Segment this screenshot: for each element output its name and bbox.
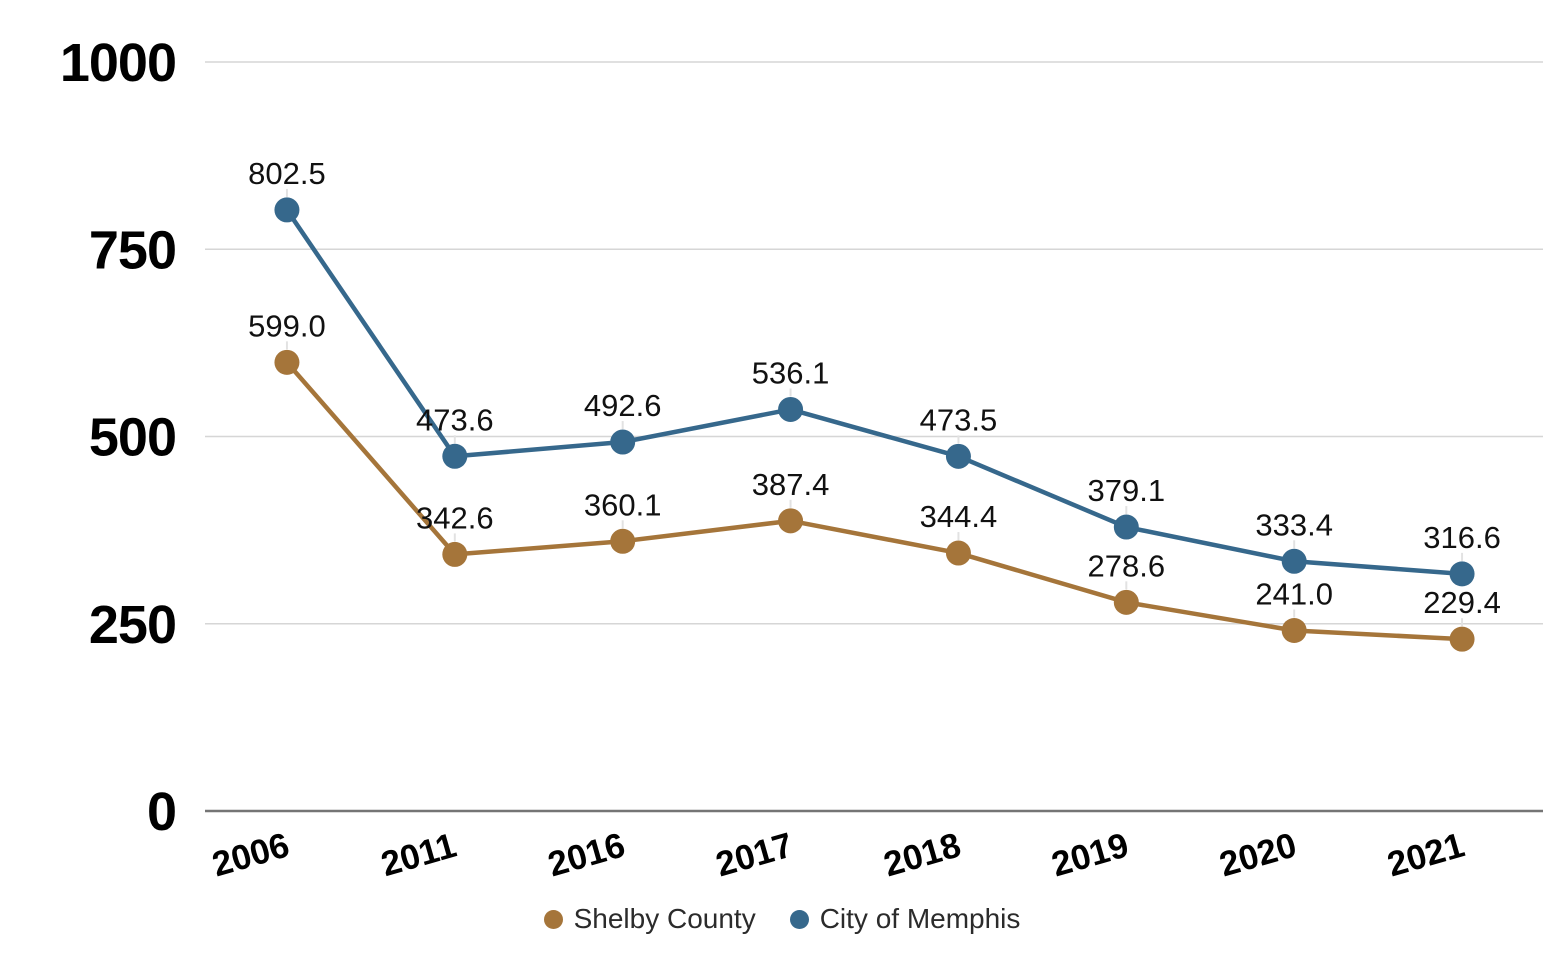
data-point-label: 599.0 <box>248 308 326 343</box>
data-point-marker <box>274 349 300 375</box>
shelby-county-legend-marker-icon <box>543 909 563 929</box>
y-axis-tick-label: 250 <box>89 595 176 655</box>
x-axis-tick-label: 2006 <box>208 825 294 884</box>
x-axis-tick-label: 2021 <box>1383 825 1469 884</box>
chart-legend: Shelby County City of Memphis <box>0 903 1564 935</box>
data-point-marker <box>442 443 468 469</box>
x-axis-tick-label: 2011 <box>377 826 461 884</box>
y-axis-tick-label: 750 <box>89 220 176 280</box>
data-point-label: 229.4 <box>1423 585 1501 620</box>
city-of-memphis-legend-marker-icon <box>789 909 809 929</box>
data-point-marker <box>945 443 971 469</box>
x-axis-tick-label: 2019 <box>1047 825 1133 884</box>
data-point-marker <box>1281 617 1307 643</box>
data-point-marker <box>1113 589 1139 615</box>
data-point-label: 316.6 <box>1423 520 1501 555</box>
data-point-label: 360.1 <box>584 487 662 522</box>
legend-item-shelby-county: Shelby County <box>543 903 756 935</box>
data-point-label: 387.4 <box>752 467 830 502</box>
data-point-label: 802.5 <box>248 156 326 191</box>
y-axis-tick-label: 500 <box>89 408 176 468</box>
data-point-label: 473.5 <box>920 402 998 437</box>
data-point-label: 536.1 <box>752 355 830 390</box>
data-point-marker <box>778 396 804 422</box>
y-axis-tick-label: 0 <box>147 782 176 842</box>
series-line-city-of-memphis <box>284 207 1465 577</box>
data-point-label: 342.6 <box>416 500 494 535</box>
x-axis-tick-label: 2017 <box>712 825 798 884</box>
series-line-shelby-county <box>284 360 1465 642</box>
data-point-marker <box>778 508 804 534</box>
data-point-label: 241.0 <box>1255 576 1333 611</box>
data-point-label: 379.1 <box>1088 473 1166 508</box>
data-point-marker <box>610 429 636 455</box>
x-axis-tick-label: 2020 <box>1215 825 1301 884</box>
data-point-marker <box>610 528 636 554</box>
legend-item-city-of-memphis: City of Memphis <box>789 903 1021 935</box>
data-point-label: 344.4 <box>920 499 998 534</box>
data-point-marker <box>945 540 971 566</box>
y-axis-tick-label: 1000 <box>60 33 176 93</box>
x-axis-tick-label: 2016 <box>544 825 630 884</box>
data-point-label: 492.6 <box>584 388 662 423</box>
data-point-marker <box>1281 548 1307 574</box>
x-axis-tick-label: 2018 <box>879 825 965 884</box>
data-point-marker <box>1449 626 1475 652</box>
data-point-marker <box>274 197 300 223</box>
legend-label: City of Memphis <box>819 903 1021 934</box>
data-point-marker <box>1113 514 1139 540</box>
data-point-label: 333.4 <box>1255 507 1333 542</box>
data-point-marker <box>442 541 468 567</box>
legend-label: Shelby County <box>573 903 756 934</box>
data-point-label: 473.6 <box>416 402 494 437</box>
data-point-marker <box>1449 561 1475 587</box>
data-point-label: 278.6 <box>1088 548 1166 583</box>
